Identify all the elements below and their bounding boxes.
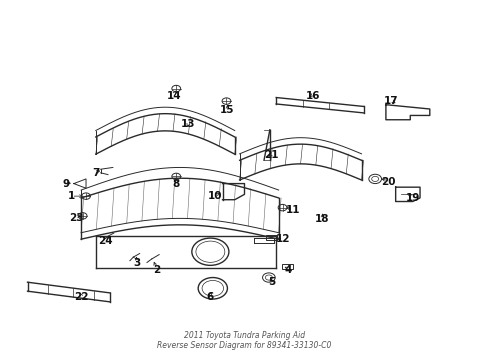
Text: 8: 8 bbox=[172, 179, 180, 189]
Text: 24: 24 bbox=[98, 236, 113, 246]
Text: 23: 23 bbox=[69, 213, 83, 222]
Text: 4: 4 bbox=[284, 265, 291, 275]
Text: 13: 13 bbox=[181, 120, 195, 129]
Text: 20: 20 bbox=[380, 177, 395, 187]
Text: 15: 15 bbox=[220, 105, 234, 115]
Text: 2011 Toyota Tundra Parking Aid
Reverse Sensor Diagram for 89341-33130-C0: 2011 Toyota Tundra Parking Aid Reverse S… bbox=[157, 331, 331, 350]
Text: 21: 21 bbox=[264, 150, 278, 160]
Text: 22: 22 bbox=[74, 292, 88, 302]
Text: 12: 12 bbox=[276, 234, 290, 244]
Text: 17: 17 bbox=[383, 96, 397, 106]
Text: 18: 18 bbox=[315, 215, 329, 224]
Bar bbox=[282, 265, 292, 269]
Text: 19: 19 bbox=[405, 193, 419, 203]
Text: 11: 11 bbox=[285, 206, 300, 216]
Text: 1: 1 bbox=[68, 191, 75, 201]
Text: 2: 2 bbox=[153, 265, 160, 275]
Text: 6: 6 bbox=[206, 292, 214, 302]
Text: 3: 3 bbox=[133, 258, 141, 268]
Text: 7: 7 bbox=[92, 168, 99, 178]
Text: 9: 9 bbox=[63, 179, 70, 189]
Text: 5: 5 bbox=[267, 277, 274, 287]
Text: 14: 14 bbox=[166, 91, 181, 101]
Text: 16: 16 bbox=[305, 91, 319, 101]
Bar bbox=[265, 235, 276, 240]
Text: 10: 10 bbox=[207, 191, 222, 201]
